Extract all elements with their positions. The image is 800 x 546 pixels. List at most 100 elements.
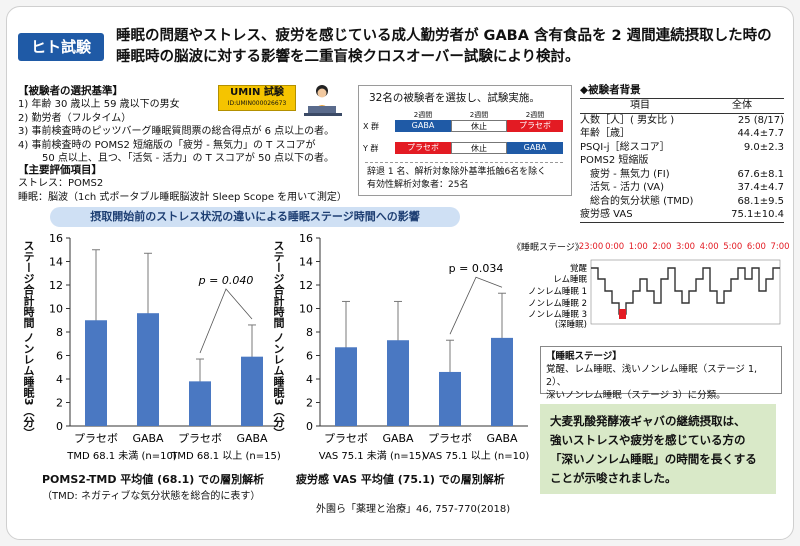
time-label: 3:00 bbox=[676, 242, 695, 252]
hypnogram-frame bbox=[590, 259, 781, 325]
x-tick-label: GABA bbox=[236, 432, 268, 445]
time-label: 4:00 bbox=[700, 242, 719, 252]
crossover-design-box: 32名の被験者を選抜し、試験実施。 2週間 2週間 2週間 X 群 GABA 休… bbox=[358, 85, 572, 196]
time-label: 0:00 bbox=[605, 242, 624, 252]
citation: 外園ら「薬理と治療」46, 757-770(2018) bbox=[316, 504, 511, 515]
chart1-ylabel: ステージ合計時間 ノンレム睡眠3（分） bbox=[22, 240, 35, 439]
headline-line-2: 睡眠時の脳波に対する影響を二重盲検クロスオーバー試験により検討。 bbox=[116, 49, 580, 65]
hypnogram-trace bbox=[591, 267, 780, 315]
p-value-label: p = 0.034 bbox=[449, 262, 504, 275]
period-label-2: 2週間 bbox=[469, 111, 489, 119]
design-divider bbox=[365, 162, 563, 163]
criteria-item-2: 2) 勤労者（フルタイム） bbox=[18, 112, 132, 124]
y-tick-label: 12 bbox=[49, 279, 63, 292]
time-label: 1:00 bbox=[629, 242, 648, 252]
table-row: 活気 - 活力 (VA) 37.4±4.7 bbox=[580, 181, 784, 195]
background-title: ◆被験者背景 bbox=[580, 84, 641, 96]
row-value: 25 (8/17) bbox=[737, 114, 784, 126]
chart1-caption: POMS2-TMD 平均値 (68.1) での層別解析 （TMD: ネガティブな… bbox=[42, 471, 292, 502]
row-value: 9.0±2.3 bbox=[743, 141, 784, 153]
row-value bbox=[700, 154, 784, 168]
x-tick-label: プラセボ bbox=[428, 432, 472, 445]
x-tick-label: プラセボ bbox=[74, 432, 118, 445]
bar bbox=[387, 340, 409, 426]
significance-bracket bbox=[449, 276, 503, 335]
table-row: 人数［人］( 男女比 ) 25 (8/17) bbox=[580, 113, 784, 127]
hypnogram: 23:00 0:00 1:00 2:00 3:00 4:00 5:00 6:00 7:00 覚醒レ… bbox=[528, 242, 790, 330]
x-tick-label: GABA bbox=[486, 432, 518, 445]
y-tick-label: 10 bbox=[49, 303, 63, 316]
group-label: TMD 68.1 以上 (n=15) bbox=[170, 450, 281, 462]
row-label: 総合的気分状態 (TMD) bbox=[590, 195, 694, 207]
y-tick-label: 14 bbox=[49, 256, 63, 269]
y-tick-label: 4 bbox=[56, 373, 63, 386]
table-row: 年齢［歳］ 44.4±7.7 bbox=[580, 127, 784, 141]
bar bbox=[137, 313, 159, 426]
stage-level-label: ノンレム睡眠 3 bbox=[528, 310, 587, 320]
group-y-cell-2: 休止 bbox=[451, 142, 507, 154]
y-tick-label: 8 bbox=[56, 326, 63, 339]
stage-level-label: 覚醒 bbox=[570, 263, 588, 274]
y-tick-label: 0 bbox=[306, 420, 313, 433]
criteria-item-4-cont: 50 点以上、且つ、「活気 - 活力」の T スコアが 50 点以下の者。 bbox=[42, 153, 335, 164]
time-label: 23:00 bbox=[579, 242, 604, 252]
y-tick-label: 6 bbox=[306, 350, 313, 363]
group-x-label: X 群 bbox=[363, 122, 380, 131]
period-label-1: 2週間 bbox=[413, 111, 433, 119]
x-tick-label: GABA bbox=[132, 432, 164, 445]
evaluation-stress: ストレス：POMS2 bbox=[18, 178, 104, 189]
table-row: 総合的気分状態 (TMD) 68.1±9.5 bbox=[580, 195, 784, 209]
table-row: PSQI-j［総スコア］ 9.0±2.3 bbox=[580, 141, 784, 155]
row-label: PSQI-j［総スコア］ bbox=[580, 141, 670, 153]
time-label: 6:00 bbox=[747, 242, 766, 252]
selection-criteria: 【被験者の選択基準】 1) 年齢 30 歳以上 59 歳以下の男女 2) 勤労者… bbox=[18, 83, 363, 166]
chart2-caption: 疲労感 VAS 平均値 (75.1) での層別解析 bbox=[296, 473, 505, 486]
col-all-header: 全体 bbox=[732, 100, 752, 111]
deep-sleep-highlight bbox=[619, 309, 626, 319]
table-row: 疲労 - 無気力 (FI) 67.6±8.1 bbox=[580, 168, 784, 182]
bar bbox=[85, 320, 107, 426]
headline: 睡眠の問題やストレス、疲労を感じている成人勤労者が GABA 含有食品を 2 週… bbox=[116, 26, 776, 68]
period-label-3: 2週間 bbox=[525, 111, 545, 119]
x-tick-label: プラセボ bbox=[178, 432, 222, 445]
person-laptop-icon bbox=[304, 85, 342, 116]
col-item-header: 項目 bbox=[630, 100, 650, 111]
evaluation-items: 【主要評価項目】 ストレス：POMS2 睡眠：脳波（1ch 式ポータブル睡眠脳波… bbox=[18, 162, 363, 204]
chart2-ylabel: ステージ合計時間 ノンレム睡眠3（分） bbox=[272, 240, 285, 439]
p-value-label: p = 0.040 bbox=[198, 274, 254, 287]
stage-box-title: 【睡眠ステージ】 bbox=[546, 351, 622, 362]
chart1-caption-2: （TMD: ネガティブな気分状態を総合的に表す） bbox=[42, 491, 261, 502]
criteria-item-3: 3) 事前検査時のピッツバーグ睡眠質問票の総合得点が 6 点以上の者。 bbox=[18, 126, 335, 137]
x-tick-label: GABA bbox=[382, 432, 414, 445]
time-label: 7:00 bbox=[770, 242, 789, 252]
hypnogram-title: 《睡眠ステージ》 bbox=[512, 243, 584, 253]
criteria-item-4: 4) 事前検査時の POMS2 短縮版の「疲労 - 無気力」の T スコアが bbox=[18, 139, 316, 151]
y-tick-label: 16 bbox=[49, 232, 63, 245]
stage-level-label: レム睡眠 bbox=[553, 275, 587, 285]
conclusion-line-2: 強いストレスや疲労を感じている方の bbox=[550, 433, 746, 447]
y-tick-label: 16 bbox=[299, 232, 313, 245]
group-y-label: Y 群 bbox=[363, 144, 379, 153]
group-label: VAS 75.1 以上 (n=10) bbox=[423, 450, 530, 462]
y-tick-label: 12 bbox=[299, 279, 313, 292]
design-note: 辞退 1 名、解析対象除外基準抵触6名を除く 有効性解析対象者：25名 bbox=[367, 166, 546, 192]
design-note-1: 辞退 1 名、解析対象除外基準抵触6名を除く bbox=[367, 167, 547, 177]
umin-title: UMIN 試験 bbox=[230, 87, 284, 98]
conclusion-line-3: 「深いノンレム睡眠」の時間を長くする bbox=[550, 452, 757, 466]
y-tick-label: 4 bbox=[306, 373, 313, 386]
conclusion-line-1: 大麦乳酸発酵液ギャバの継続摂取は、 bbox=[550, 414, 746, 428]
evaluation-title: 【主要評価項目】 bbox=[18, 164, 102, 176]
background-table: 項目 全体 人数［人］( 男女比 ) 25 (8/17) 年齢［歳］ 44.4±7.… bbox=[580, 98, 784, 223]
chart2: 0 2 4 6 8 10 12 14 16 プラセボ GABA プラセボ GABA VAS 75.1 未満… bbox=[299, 232, 530, 462]
row-label: 年齢［歳］ bbox=[580, 128, 630, 139]
row-label: 疲労感 VAS bbox=[580, 209, 633, 220]
conclusion-box: 大麦乳酸発酵液ギャバの継続摂取は、 強いストレスや疲労を感じている方の 「深いノ… bbox=[540, 404, 776, 494]
human-trial-badge: ヒト試験 bbox=[18, 33, 104, 61]
subject-background: ◆被験者背景 項目 全体 人数［人］( 男女比 ) 25 (8/17) 年齢［歳］… bbox=[580, 82, 785, 223]
y-tick-label: 2 bbox=[306, 397, 313, 410]
y-tick-label: 14 bbox=[299, 256, 313, 269]
group-label: VAS 75.1 未満 (n=15) bbox=[319, 450, 426, 462]
row-label: 人数［人］( 男女比 ) bbox=[580, 114, 675, 126]
chart1: 0 2 4 6 8 10 12 14 16 プラセボ GABA プラセボ GABA TMD 68.1 未満… bbox=[49, 232, 281, 462]
group-label: TMD 68.1 未満 (n=10) bbox=[66, 450, 177, 462]
